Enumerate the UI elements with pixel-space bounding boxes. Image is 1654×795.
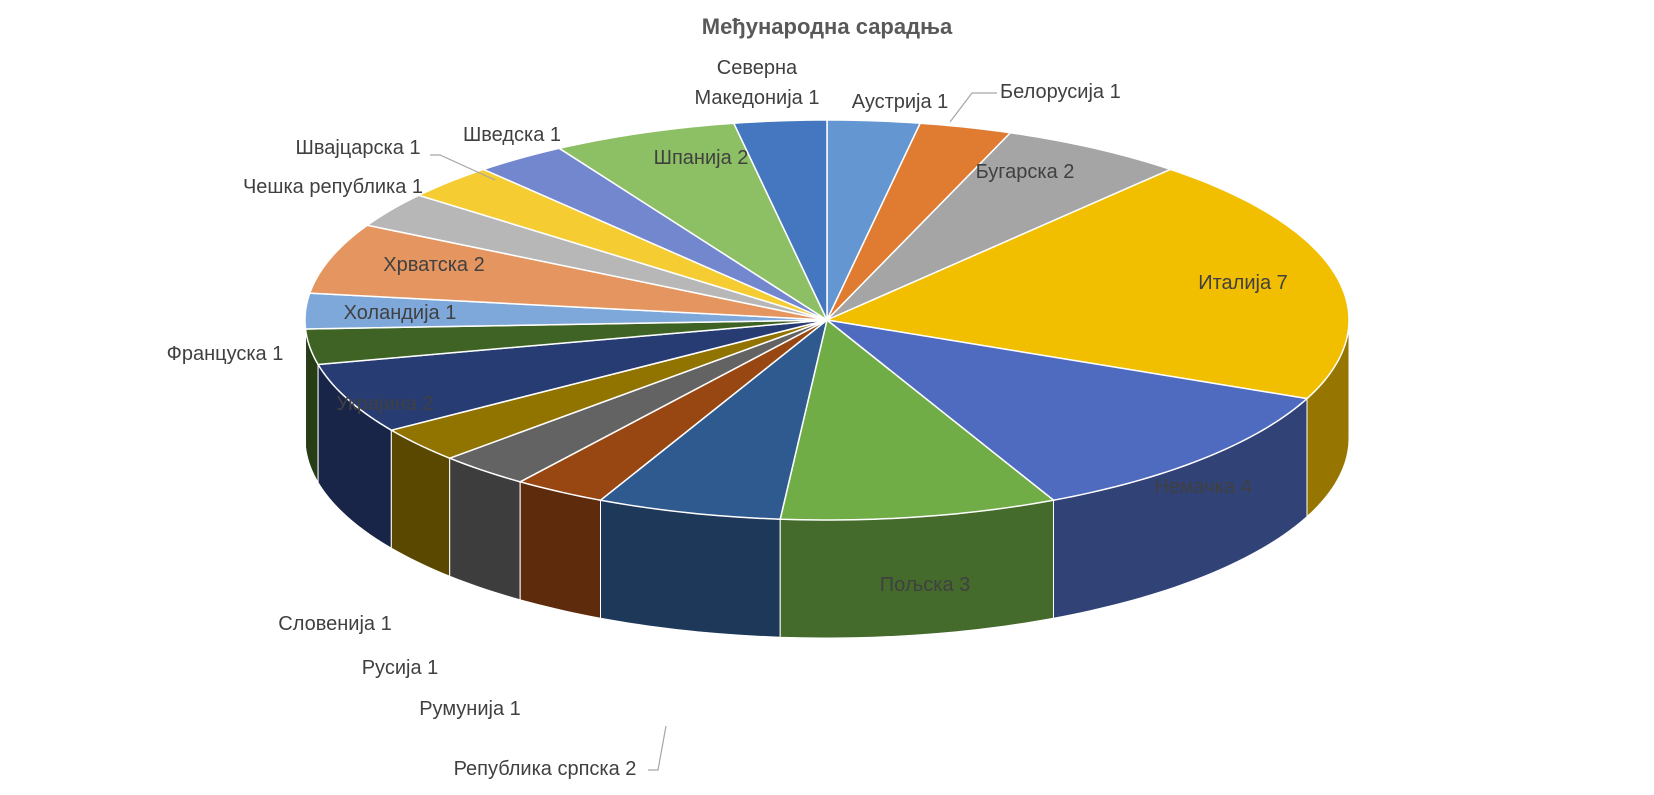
data-label-немачка: Немачка 4 — [1154, 476, 1251, 498]
pie-slice-северна-македонија — [732, 119, 828, 321]
leader-line-швајцарска — [430, 154, 496, 181]
pie-slice-румунија — [518, 319, 828, 501]
data-label-швајцарска: Швајцарска 1 — [296, 137, 421, 159]
data-label-шпанија: Шпанија 2 — [654, 147, 749, 169]
pie-slice-украјина — [316, 319, 828, 431]
data-label-словенија: Словенија 1 — [278, 613, 391, 635]
pie-slice-бугарска — [826, 131, 1173, 321]
pie-slice-белорусија — [826, 122, 1012, 321]
pie-slice-словенија — [389, 319, 828, 460]
data-label-аустрија: Аустрија 1 — [852, 91, 949, 113]
data-label-бугарска: Бугарска 2 — [976, 161, 1075, 183]
data-label-холандија: Холандија 1 — [344, 302, 457, 324]
leader-line-република-српска — [648, 725, 667, 771]
data-label-северна-македонија: Северна Македонија 1 — [695, 57, 820, 109]
pie-slice-русија — [447, 319, 828, 483]
data-labels: Аустрија 1 Белорусија 1 Бугарска 2 Италија … — [167, 57, 1288, 780]
pie-side-република-српска — [600, 499, 781, 638]
pie-slice-република-српска — [598, 318, 829, 520]
chart-title: Међународна сарадња — [702, 14, 953, 39]
data-label-украјина: Украјина 2 — [336, 393, 433, 415]
data-label-хрватска: Хрватска 2 — [383, 254, 484, 276]
data-label-република-српска: Република српска 2 — [454, 758, 637, 780]
data-label-русија: Русија 1 — [362, 657, 439, 679]
data-label-пољска: Пољска 3 — [880, 574, 971, 596]
pie-slices — [304, 119, 1350, 521]
pie-slice-француска — [304, 319, 828, 366]
data-label-француска: Француска 1 — [167, 343, 284, 365]
data-label-румунија: Румунија 1 — [419, 698, 521, 720]
pie-slice-немачка — [824, 318, 1309, 501]
data-label-белорусија: Белорусија 1 — [1000, 81, 1121, 103]
pie-slice-шведска — [481, 147, 828, 321]
pie-side-пољска — [779, 499, 1054, 639]
pie-sides — [304, 319, 1350, 639]
pie-slice-чешка-република — [365, 194, 828, 321]
data-label-шведска: Шведска 1 — [463, 124, 561, 146]
data-label-чешка-република: Чешка република 1 — [243, 176, 423, 198]
leader-line-белорусија — [949, 92, 997, 123]
pie-slice-шпанија — [557, 122, 829, 323]
data-label-италија: Италија 7 — [1198, 272, 1288, 294]
pie-slice-пољска — [779, 318, 1056, 521]
pie-slice-хрватска — [308, 224, 828, 321]
pie-slice-холандија — [304, 292, 828, 330]
pie-side-румунија — [519, 481, 602, 619]
leader-lines — [430, 92, 997, 771]
